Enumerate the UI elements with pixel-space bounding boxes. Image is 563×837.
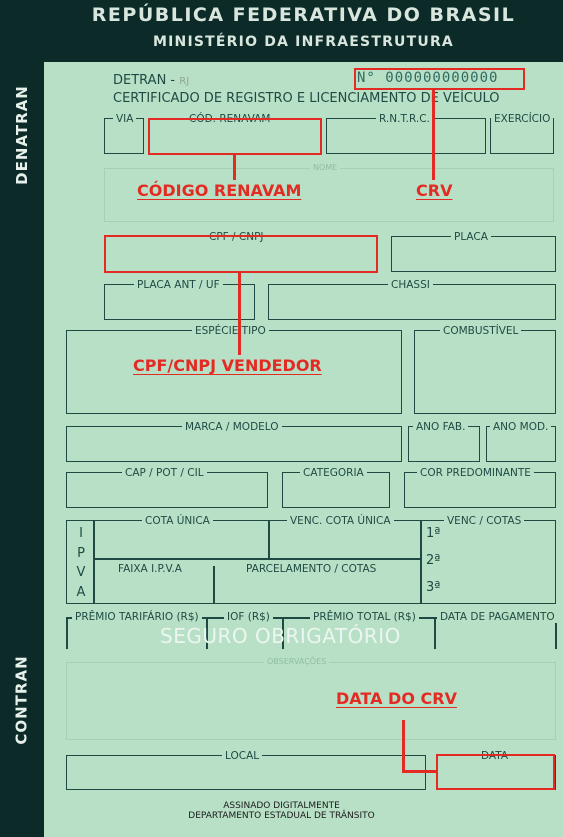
cpf-connector: [238, 273, 241, 355]
renavam-connector: [233, 155, 236, 180]
field-observacoes: [66, 662, 556, 740]
label-placa-ant: PLACA ANT / UF: [134, 279, 223, 291]
annotation-codigo-renavam: CÓDIGO RENAVAM: [137, 181, 302, 200]
cota-3: 3ª: [426, 580, 441, 595]
cota-2: 2ª: [426, 553, 441, 568]
label-cap-pot-cil: CAP / POT / CIL: [122, 467, 207, 479]
cota-1: 1ª: [426, 526, 441, 541]
detran-label: DETRAN - RJ: [113, 73, 190, 88]
footer-line-2: DEPARTAMENTO ESTADUAL DE TRÂNSITO: [188, 811, 375, 821]
label-chassi: CHASSI: [388, 279, 433, 291]
data-connector-vertical: [402, 720, 405, 772]
document-title: CERTIFICADO DE REGISTRO E LICENCIAMENTO …: [113, 91, 500, 106]
ipva-block: [66, 520, 556, 604]
crv-highlight-box: [354, 68, 525, 90]
sidebar-label-contran: CONTRAN: [13, 655, 32, 745]
label-venc-cotas: VENC / COTAS: [444, 515, 525, 527]
seguro-obrigatorio-watermark: SEGURO OBRIGATÓRIO: [160, 624, 401, 648]
header-subtitle: MINISTÉRIO DA INFRAESTRUTURA: [153, 34, 454, 50]
label-especie-tipo: ESPÉCIE TIPO: [192, 325, 269, 337]
label-cpf-cnpj: CPF / CNPJ: [206, 231, 267, 243]
field-combustivel: [414, 330, 556, 414]
label-faixa-ipva: FAIXA I.P.V.A: [115, 563, 185, 575]
label-cota-unica: COTA ÚNICA: [142, 515, 213, 527]
label-observacoes: OBSERVAÇÕES: [264, 657, 330, 666]
label-combustivel: COMBUSTÍVEL: [440, 325, 522, 337]
cpf-highlight-box: [104, 235, 378, 273]
header-title: REPÚBLICA FEDERATIVA DO BRASIL: [91, 4, 516, 26]
data-highlight-box: [436, 754, 555, 790]
document-header: REPÚBLICA FEDERATIVA DO BRASIL MINISTÉRI…: [0, 0, 563, 62]
sidebar-label-denatran: DENATRAN: [13, 85, 32, 185]
label-local: LOCAL: [222, 750, 263, 762]
label-premio-total: PRÊMIO TOTAL (R$): [310, 611, 419, 623]
annotation-data-do-crv: DATA DO CRV: [336, 689, 457, 708]
label-ano-fab: ANO FAB.: [413, 421, 469, 433]
annotation-crv: CRV: [416, 181, 453, 200]
sidebar: [0, 48, 44, 837]
label-placa: PLACA: [451, 231, 491, 243]
label-nome: NOME: [310, 163, 341, 172]
label-categoria: CATEGORIA: [300, 467, 367, 479]
label-premio-tarifario: PRÊMIO TARIFÁRIO (R$): [72, 611, 202, 623]
label-venc-cota-unica: VENC. COTA ÚNICA: [287, 515, 394, 527]
data-connector-horizontal: [402, 770, 438, 773]
label-exercicio: EXERCÍCIO: [491, 113, 554, 125]
label-via: VIA: [113, 113, 137, 125]
renavam-highlight-box: [148, 118, 322, 155]
crv-connector: [432, 90, 435, 180]
annotation-cpf-cnpj-vendedor: CPF/CNPJ VENDEDOR: [133, 356, 322, 375]
crv-number: N° 000000000000: [357, 70, 499, 86]
label-cor-predominante: COR PREDOMINANTE: [417, 467, 534, 479]
label-data-pagamento: DATA DE PAGAMENTO: [437, 611, 558, 623]
label-parcelamento: PARCELAMENTO / COTAS: [243, 563, 380, 575]
footer-line-1: ASSINADO DIGITALMENTE: [223, 801, 340, 811]
label-rntrc: R.N.T.R.C.: [376, 113, 433, 125]
label-ano-mod: ANO MOD.: [490, 421, 552, 433]
label-marca-modelo: MARCA / MODELO: [182, 421, 282, 433]
label-data: DATA: [478, 750, 512, 762]
label-iof: IOF (R$): [224, 611, 273, 623]
